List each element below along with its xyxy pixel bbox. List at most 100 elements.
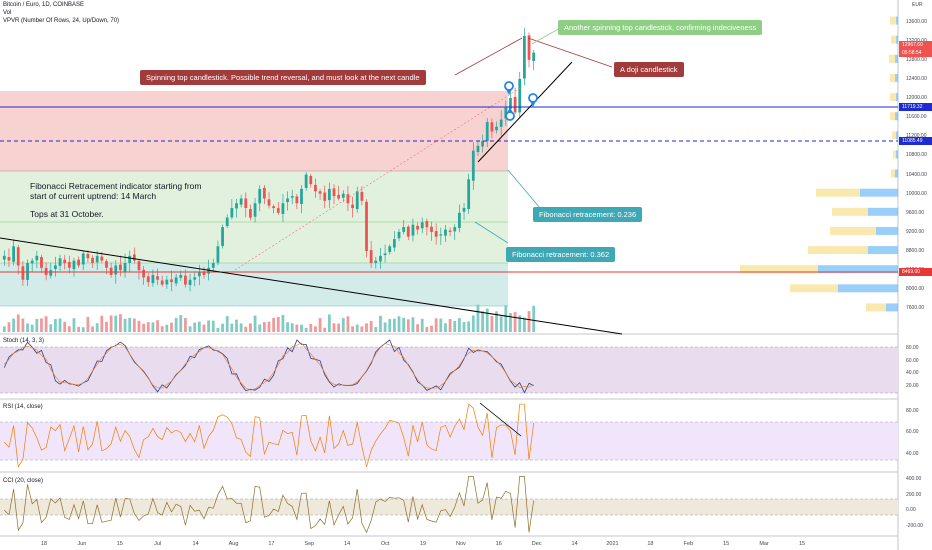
candle-body[interactable] [244, 198, 248, 209]
candle-body[interactable] [513, 96, 517, 113]
candle-body[interactable] [156, 276, 159, 280]
candle-body[interactable] [77, 259, 81, 266]
candle-body[interactable] [425, 221, 429, 228]
candle-body[interactable] [114, 265, 118, 275]
fib-0236-callout[interactable]: Fibonacci retracement: 0.236 [533, 207, 643, 222]
candle-body[interactable] [323, 192, 327, 201]
candle-body[interactable] [151, 274, 155, 284]
candle-body[interactable] [7, 257, 11, 261]
candle-body[interactable] [341, 193, 345, 198]
candle-body[interactable] [295, 196, 299, 204]
uptrend-line[interactable] [477, 61, 573, 163]
candle-body[interactable] [262, 187, 266, 199]
rsi-divergence-line[interactable] [479, 402, 522, 437]
candle-body[interactable] [258, 188, 262, 204]
candle-body[interactable] [21, 266, 25, 280]
fib-tops-note[interactable]: Tops at 31 October. [30, 209, 104, 219]
candle-body[interactable] [471, 150, 475, 181]
marker-pin[interactable] [505, 107, 515, 121]
fib-note-line-1[interactable]: Fibonacci Retracement indicator starting… [30, 181, 202, 191]
candle-body[interactable] [202, 271, 206, 275]
candle-body[interactable] [481, 141, 484, 147]
candle-body[interactable] [230, 208, 234, 218]
candle-body[interactable] [221, 227, 224, 246]
candle-body[interactable] [439, 234, 443, 236]
candle-body[interactable] [300, 188, 303, 204]
candle-body[interactable] [332, 188, 336, 197]
candlesticks[interactable] [2, 27, 536, 292]
candle-body[interactable] [225, 217, 229, 227]
candle-body[interactable] [197, 272, 201, 277]
candle-body[interactable] [430, 226, 433, 232]
candle-body[interactable] [379, 255, 382, 262]
candle-body[interactable] [109, 267, 113, 275]
candle-body[interactable] [281, 203, 285, 215]
candle-body[interactable] [235, 203, 238, 209]
vpvr-label[interactable]: VPVR (Number Of Rows, 24, Up/Down, 70) [3, 18, 120, 24]
candle-body[interactable] [383, 253, 387, 256]
candle-body[interactable] [216, 246, 220, 263]
candle-body[interactable] [355, 191, 359, 210]
candle-body[interactable] [346, 194, 350, 204]
candle-body[interactable] [448, 230, 452, 232]
candle-body[interactable] [160, 280, 164, 285]
candle-body[interactable] [58, 258, 62, 266]
candle-body[interactable] [522, 35, 526, 79]
candle-body[interactable] [253, 203, 257, 217]
candle-body[interactable] [457, 212, 461, 229]
candle-body[interactable] [392, 239, 396, 248]
candle-body[interactable] [211, 263, 215, 268]
candle-body[interactable] [318, 191, 322, 194]
candle-body[interactable] [119, 264, 122, 271]
fib-trend-line[interactable] [234, 87, 521, 271]
fib-0362-callout[interactable]: Fibonacci retracement: 0.362 [506, 247, 616, 262]
candle-body[interactable] [239, 198, 243, 205]
marker-pin[interactable] [504, 81, 514, 95]
candle-body[interactable] [388, 246, 392, 253]
candle-body[interactable] [402, 227, 406, 232]
symbol-title[interactable]: Bitcoin / Euro, 1D, COINBASE [3, 2, 85, 8]
candle-body[interactable] [95, 255, 99, 263]
candle-body[interactable] [63, 259, 67, 264]
candle-body[interactable] [504, 107, 508, 119]
candle-body[interactable] [290, 196, 294, 198]
candle-body[interactable] [105, 261, 108, 268]
another-spinning-callout[interactable]: Another spinning top candlestick, confir… [558, 20, 763, 35]
candle-body[interactable] [128, 255, 132, 264]
candle-body[interactable] [91, 257, 94, 264]
candle-body[interactable] [369, 250, 373, 264]
candle-body[interactable] [276, 208, 280, 213]
candle-body[interactable] [499, 119, 503, 127]
candle-body[interactable] [174, 277, 178, 284]
candle-body[interactable] [309, 175, 313, 185]
candle-body[interactable] [360, 191, 364, 201]
candle-body[interactable] [532, 52, 536, 62]
candle-body[interactable] [327, 188, 331, 201]
candle-body[interactable] [518, 78, 522, 113]
candle-body[interactable] [462, 208, 466, 212]
candle-body[interactable] [44, 267, 48, 275]
candle-body[interactable] [476, 145, 480, 153]
candle-body[interactable] [188, 279, 192, 286]
downtrend-line[interactable] [0, 237, 623, 335]
candle-body[interactable] [406, 226, 410, 237]
candle-body[interactable] [411, 224, 415, 236]
candle-body[interactable] [272, 206, 276, 209]
candle-body[interactable] [444, 229, 447, 236]
candle-body[interactable] [365, 201, 368, 252]
candle-body[interactable] [434, 231, 438, 237]
candle-body[interactable] [416, 225, 419, 230]
candle-body[interactable] [179, 274, 183, 278]
candle-body[interactable] [495, 126, 498, 131]
candle-body[interactable] [16, 247, 20, 266]
cci-line[interactable] [4, 476, 535, 534]
cci-pane-label[interactable]: CCI (20, close) [3, 478, 44, 484]
blue-level-tag[interactable]: 11719.32 [899, 103, 932, 111]
candle-body[interactable] [40, 257, 43, 268]
candle-body[interactable] [453, 227, 457, 232]
candle-body[interactable] [132, 254, 136, 261]
candle-body[interactable] [142, 269, 146, 278]
candle-body[interactable] [485, 121, 489, 142]
candle-body[interactable] [30, 260, 34, 264]
